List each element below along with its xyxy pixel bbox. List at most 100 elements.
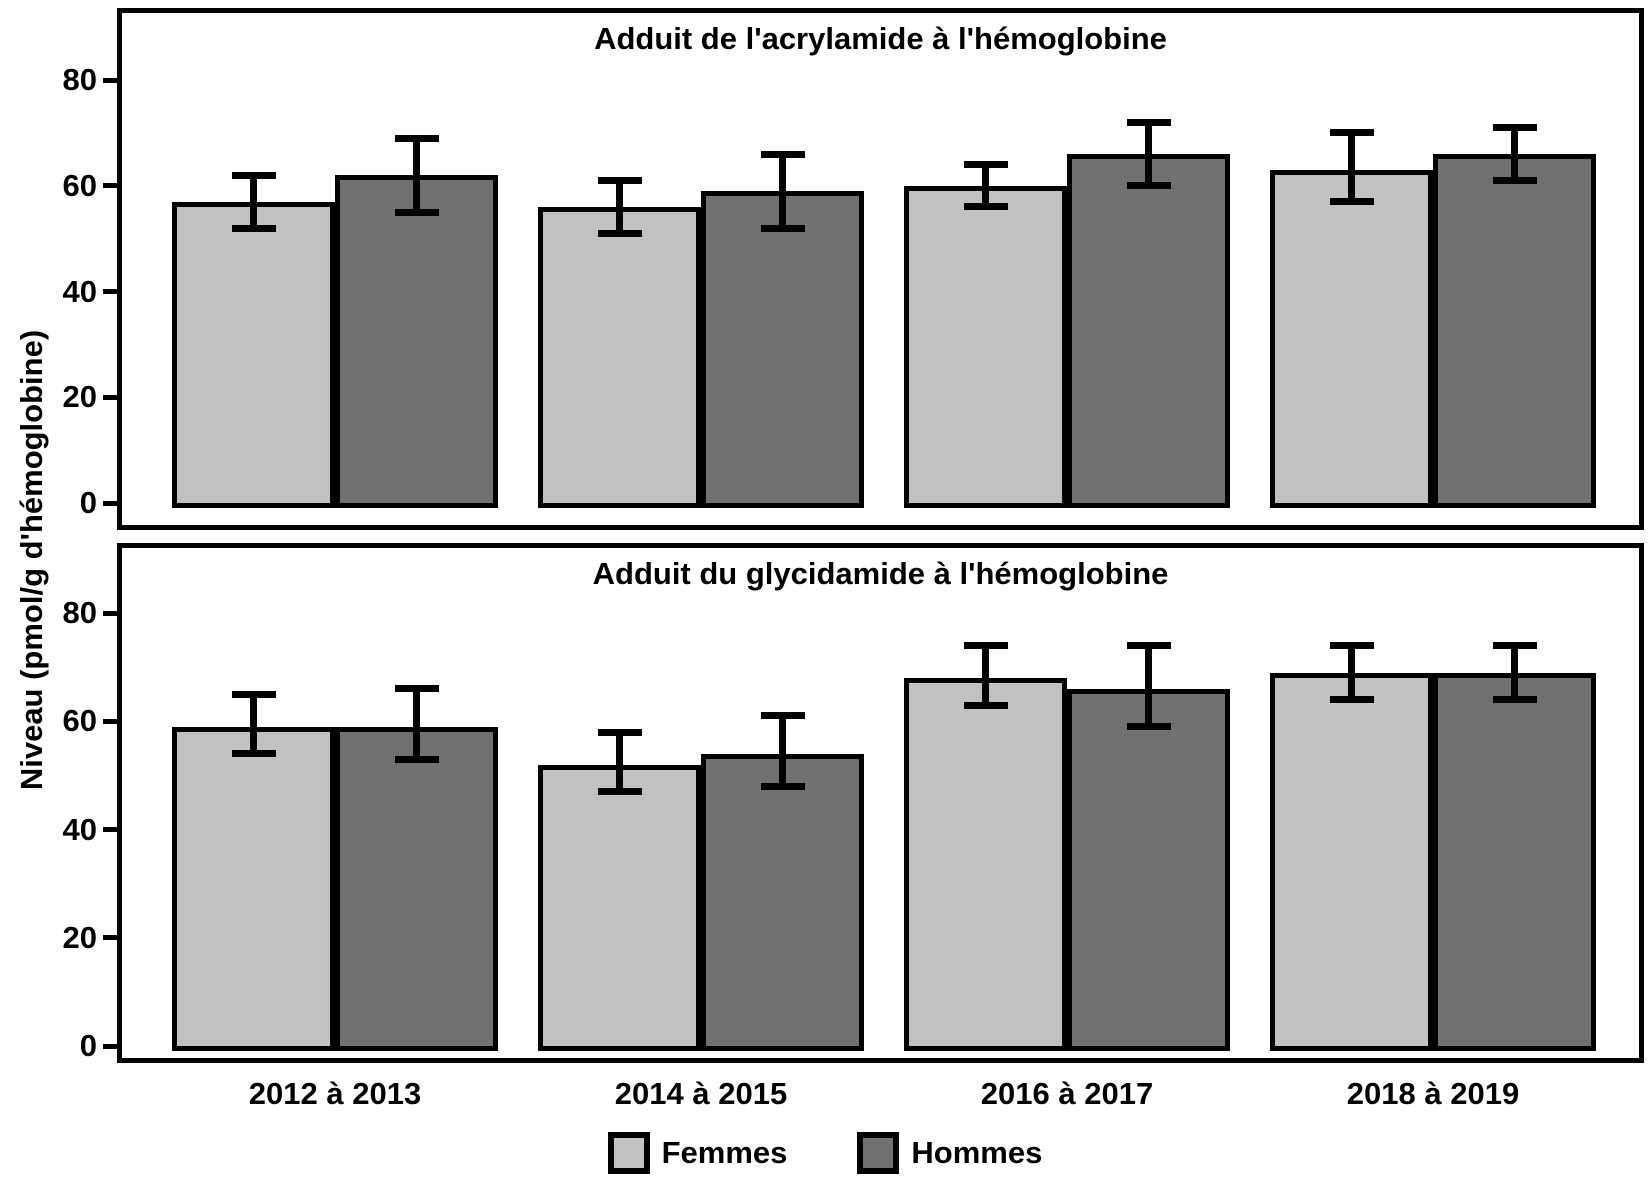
x-axis-label-1: 2014 à 2015 — [614, 1076, 788, 1111]
error-bar-cap-bottom — [231, 750, 276, 758]
panel-title-acrylamide: Adduit de l'acrylamide à l'hémoglobine — [594, 21, 1167, 56]
y-tick-label: 80 — [62, 595, 97, 630]
error-bar-cap-bottom — [963, 701, 1008, 709]
error-bar-cap-bottom — [963, 203, 1008, 211]
y-tick-label: 20 — [62, 919, 97, 955]
error-bar-cap-top — [760, 150, 805, 158]
bar-femmes-3 — [1270, 169, 1433, 508]
error-bar-cap-top — [963, 641, 1008, 649]
error-bar-line — [1511, 127, 1518, 181]
legend-item-femmes: Femmes — [607, 1132, 788, 1174]
bar-hommes-0 — [335, 726, 498, 1051]
bar-hommes-1 — [701, 753, 864, 1051]
y-tick-mark — [103, 500, 117, 506]
error-bar-line — [1348, 645, 1355, 700]
y-tick-label: 0 — [79, 485, 97, 520]
error-bar-line — [413, 688, 420, 760]
error-bar-cap-top — [597, 176, 642, 184]
error-bar-line — [413, 138, 420, 213]
y-tick-label: 40 — [62, 811, 97, 847]
y-tick-label: 60 — [62, 703, 97, 739]
y-tick-mark — [103, 1043, 117, 1049]
error-bar-cap-bottom — [1126, 723, 1171, 731]
y-tick-label: 40 — [62, 273, 97, 309]
bar-femmes-1 — [538, 764, 701, 1051]
bar-femmes-2 — [904, 185, 1067, 508]
error-bar-cap-top — [1492, 641, 1537, 649]
error-bar-line — [779, 715, 786, 787]
y-tick-mark — [103, 289, 117, 294]
error-bar-cap-bottom — [394, 755, 439, 763]
error-bar-line — [616, 732, 623, 792]
bar-hommes-2 — [1067, 688, 1230, 1051]
error-bar-line — [1511, 645, 1518, 700]
legend-item-hommes: Hommes — [857, 1132, 1042, 1174]
error-bar-cap-bottom — [1329, 696, 1374, 704]
error-bar-cap-bottom — [231, 224, 276, 232]
error-bar-cap-top — [963, 161, 1008, 169]
error-bar-line — [1145, 645, 1152, 727]
error-bar-line — [616, 180, 623, 234]
error-bar-cap-bottom — [1492, 696, 1537, 704]
y-tick-mark — [103, 77, 117, 83]
panel-title-glycidamide: Adduit du glycidamide à l'hémoglobine — [592, 556, 1169, 591]
x-axis-label-2: 2016 à 2017 — [980, 1076, 1154, 1111]
error-bar-line — [250, 175, 257, 229]
y-tick-label: 0 — [79, 1028, 97, 1063]
panel-acrylamide: Adduit de l'acrylamide à l'hémoglobine 0… — [63, 8, 1644, 530]
error-bar-cap-top — [231, 690, 276, 698]
bar-femmes-1 — [538, 206, 701, 508]
legend-swatch-hommes — [857, 1132, 900, 1174]
error-bar-cap-bottom — [597, 229, 642, 237]
bar-femmes-2 — [904, 677, 1067, 1051]
bar-femmes-3 — [1270, 672, 1433, 1051]
error-bar-cap-top — [1329, 641, 1374, 649]
bar-hommes-1 — [701, 191, 864, 508]
error-bar-cap-bottom — [1329, 198, 1374, 206]
y-tick-label: 60 — [62, 167, 97, 203]
y-tick-mark — [103, 610, 117, 616]
error-bar-cap-top — [597, 728, 642, 736]
error-bar-cap-top — [394, 134, 439, 142]
error-bar-cap-top — [394, 685, 439, 693]
error-bar-cap-bottom — [597, 788, 642, 796]
error-bar-line — [250, 694, 257, 754]
bar-femmes-0 — [172, 726, 335, 1051]
error-bar-cap-bottom — [1126, 182, 1171, 190]
y-tick-mark — [103, 718, 117, 724]
y-tick-label: 20 — [62, 379, 97, 415]
bar-hommes-0 — [335, 175, 498, 508]
panel-glycidamide: Adduit du glycidamide à l'hémoglobine 0 2… — [63, 543, 1644, 1063]
bar-hommes-2 — [1067, 154, 1230, 508]
legend: Femmes Hommes — [0, 1132, 1650, 1174]
legend-swatch-femmes — [607, 1132, 650, 1174]
error-bar-line — [779, 154, 786, 229]
error-bar-line — [982, 645, 989, 706]
x-axis-label-3: 2018 à 2019 — [1346, 1076, 1520, 1111]
error-bar-cap-top — [1329, 129, 1374, 137]
error-bar-cap-bottom — [760, 782, 805, 790]
error-bar-cap-top — [1492, 124, 1537, 132]
error-bar-cap-top — [1126, 641, 1171, 649]
error-bar-cap-top — [1126, 118, 1171, 126]
error-bar-line — [1145, 122, 1152, 186]
error-bar-cap-bottom — [760, 224, 805, 232]
legend-label-hommes: Hommes — [911, 1135, 1043, 1170]
error-bar-cap-top — [760, 712, 805, 720]
y-tick-mark — [103, 827, 117, 832]
y-tick-mark — [103, 935, 117, 941]
bar-hommes-3 — [1433, 154, 1596, 508]
error-bar-cap-top — [231, 171, 276, 179]
y-tick-mark — [103, 183, 117, 189]
error-bar-cap-bottom — [1492, 176, 1537, 184]
legend-label-femmes: Femmes — [661, 1135, 788, 1170]
bar-hommes-3 — [1433, 672, 1596, 1051]
y-tick-mark — [103, 394, 117, 400]
bar-femmes-0 — [172, 201, 335, 508]
x-axis-label-0: 2012 à 2013 — [248, 1076, 422, 1111]
error-bar-line — [982, 164, 989, 207]
error-bar-line — [1348, 132, 1355, 202]
y-tick-label: 80 — [62, 62, 97, 97]
error-bar-cap-bottom — [394, 208, 439, 216]
